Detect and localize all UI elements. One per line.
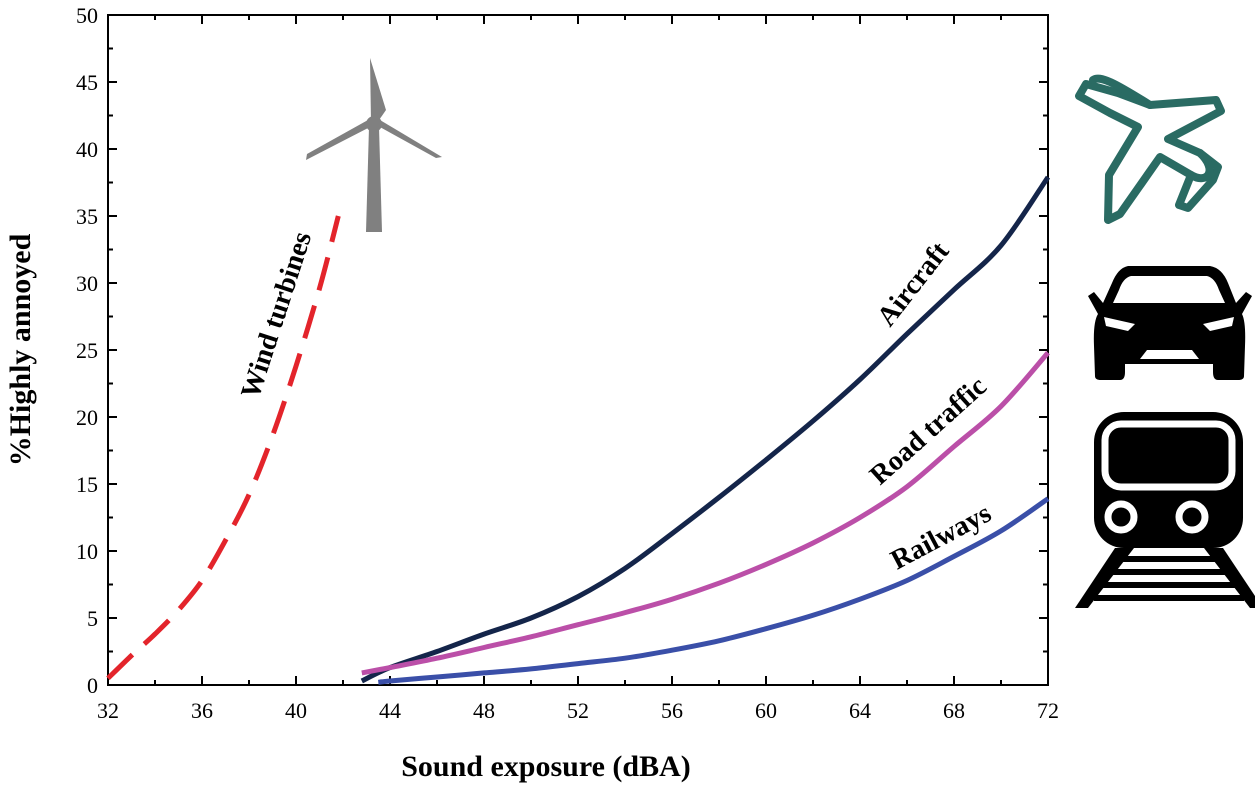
- x-tick-label: 44: [379, 698, 401, 723]
- series-line-road-traffic: [361, 351, 1050, 676]
- y-tick-label: 25: [76, 338, 98, 363]
- x-tick-label: 72: [1037, 698, 1059, 723]
- series-layer: [106, 175, 1051, 685]
- x-tick-label: 36: [191, 698, 213, 723]
- wind-turbine-icon: [306, 58, 442, 232]
- y-axis-title: %Highly annoyed: [4, 233, 37, 466]
- label-wind-turbines: Wind turbines: [235, 228, 318, 402]
- x-tick-label: 56: [661, 698, 683, 723]
- x-tick-label: 68: [943, 698, 965, 723]
- series-line-aircraft: [360, 175, 1051, 684]
- axis-ticks: 32 36 40 44 48 52 56 60 64 68 72 0 5 10 15 20 25 30 35 40 45…: [76, 3, 1059, 723]
- x-tick-label: 52: [567, 698, 589, 723]
- x-tick-label: 60: [755, 698, 777, 723]
- y-tick-label: 45: [76, 70, 98, 95]
- x-tick-label: 48: [473, 698, 495, 723]
- series-line-railways: [378, 496, 1050, 685]
- y-tick-label: 5: [87, 606, 98, 631]
- y-tick-label: 0: [87, 673, 98, 698]
- x-tick-label: 40: [285, 698, 307, 723]
- airplane-icon: [1075, 74, 1225, 224]
- y-tick-label: 15: [76, 472, 98, 497]
- car-icon: [1088, 266, 1252, 380]
- y-tick-label: 30: [76, 271, 98, 296]
- train-icon: [1075, 412, 1255, 608]
- y-tick-label: 10: [76, 539, 98, 564]
- y-tick-label: 20: [76, 405, 98, 430]
- y-tick-label: 50: [76, 3, 98, 28]
- x-tick-label: 64: [849, 698, 871, 723]
- y-tick-label: 35: [76, 204, 98, 229]
- x-tick-label: 32: [97, 698, 119, 723]
- y-tick-label: 40: [76, 137, 98, 162]
- label-aircraft: Aircraft: [871, 236, 956, 332]
- series-line-wind-turbines: [106, 215, 341, 681]
- x-axis-title: Sound exposure (dBA): [401, 750, 691, 783]
